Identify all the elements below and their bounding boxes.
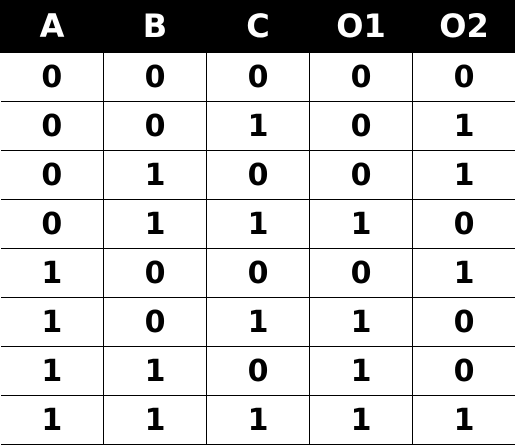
table-cell: 1 (207, 102, 310, 151)
table-cell: 0 (413, 200, 515, 249)
table-cell: 0 (104, 102, 207, 151)
table-cell: 0 (104, 53, 207, 102)
table-cell: 0 (207, 53, 310, 102)
table-cell: 1 (310, 200, 413, 249)
table-row: 1 0 1 1 0 (1, 298, 515, 347)
table-body: 0 0 0 0 0 0 0 1 0 1 0 1 0 0 1 0 1 1 1 0 (1, 53, 515, 445)
table-cell: 1 (104, 200, 207, 249)
table-cell: 0 (413, 298, 515, 347)
table-cell: 1 (310, 396, 413, 445)
table-cell: 0 (310, 151, 413, 200)
table-cell: 0 (207, 347, 310, 396)
table-cell: 1 (207, 200, 310, 249)
table-cell: 1 (413, 249, 515, 298)
table-header: A B C O1 O2 (1, 0, 515, 53)
table-row: 0 0 0 0 0 (1, 53, 515, 102)
table-cell: 0 (310, 249, 413, 298)
table-cell: 0 (207, 249, 310, 298)
table-cell: 1 (1, 298, 104, 347)
table-cell: 0 (207, 151, 310, 200)
table-cell: 1 (310, 347, 413, 396)
table-cell: 1 (104, 347, 207, 396)
table-cell: 1 (413, 396, 515, 445)
table-cell: 1 (104, 151, 207, 200)
table-cell: 1 (310, 298, 413, 347)
header-cell-o1: O1 (310, 0, 413, 53)
table-cell: 0 (310, 102, 413, 151)
table-cell: 0 (1, 102, 104, 151)
table-cell: 1 (207, 298, 310, 347)
header-cell-c: C (207, 0, 310, 53)
table-cell: 0 (1, 53, 104, 102)
table-cell: 1 (413, 102, 515, 151)
table-cell: 1 (104, 396, 207, 445)
table-cell: 0 (310, 53, 413, 102)
header-cell-o2: O2 (413, 0, 515, 53)
table-row: 0 0 1 0 1 (1, 102, 515, 151)
table-cell: 0 (104, 249, 207, 298)
table-cell: 1 (1, 249, 104, 298)
table-cell: 1 (1, 396, 104, 445)
header-row: A B C O1 O2 (1, 0, 515, 53)
table-row: 0 1 0 0 1 (1, 151, 515, 200)
table-cell: 1 (413, 151, 515, 200)
table-row: 1 0 0 0 1 (1, 249, 515, 298)
header-cell-b: B (104, 0, 207, 53)
table-cell: 0 (413, 53, 515, 102)
table-cell: 0 (413, 347, 515, 396)
table-cell: 1 (1, 347, 104, 396)
table-cell: 1 (207, 396, 310, 445)
table-cell: 0 (104, 298, 207, 347)
table-cell: 0 (1, 200, 104, 249)
table-row: 1 1 0 1 0 (1, 347, 515, 396)
table-cell: 0 (1, 151, 104, 200)
table-row: 0 1 1 1 0 (1, 200, 515, 249)
header-cell-a: A (1, 0, 104, 53)
table-row: 1 1 1 1 1 (1, 396, 515, 445)
